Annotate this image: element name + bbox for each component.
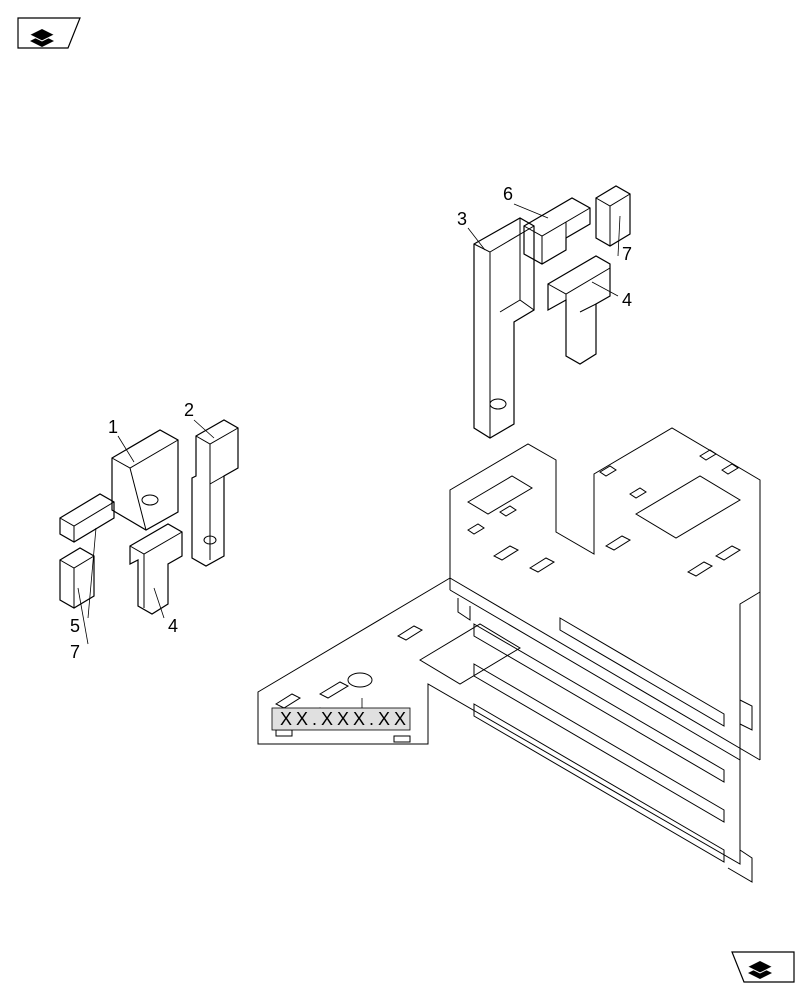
label-6: 6 — [503, 184, 513, 204]
label-5: 5 — [70, 616, 80, 636]
label-7-l: 7 — [70, 642, 80, 662]
label-2: 2 — [184, 400, 194, 420]
label-4-r: 4 — [622, 290, 632, 310]
label-4-l: 4 — [168, 616, 178, 636]
diagram-canvas: 1 2 4 5 7 3 6 4 7 XX.XXX.XX — [0, 0, 812, 1000]
reference-box: XX.XXX.XX — [272, 708, 410, 730]
reference-text: XX.XXX.XX — [280, 709, 410, 729]
label-1: 1 — [108, 417, 118, 437]
label-3: 3 — [457, 209, 467, 229]
label-7-r: 7 — [622, 244, 632, 264]
